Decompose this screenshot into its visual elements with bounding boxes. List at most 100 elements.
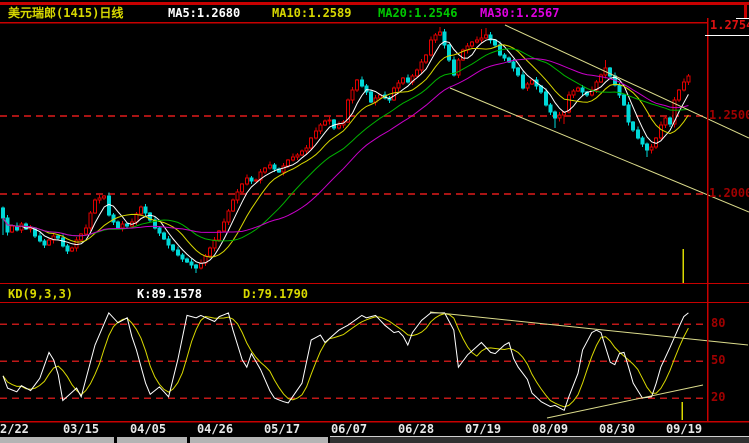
candle-up <box>254 179 258 182</box>
candle-up <box>88 212 93 229</box>
candle-up <box>599 74 603 83</box>
candle-up <box>226 210 231 223</box>
candle-up <box>327 119 332 122</box>
candle-up <box>470 41 475 47</box>
candle-up <box>428 39 433 56</box>
candle-up <box>576 87 580 92</box>
candle-down <box>125 223 130 227</box>
candle-down <box>553 111 557 119</box>
candle-up <box>355 79 360 91</box>
candle-up <box>323 120 327 126</box>
candle-down <box>635 129 640 139</box>
candle-up <box>281 165 286 173</box>
candle-down <box>608 67 613 77</box>
candle-up <box>70 247 74 252</box>
candle-down <box>157 227 162 234</box>
candle-down <box>369 91 373 103</box>
candle-up <box>290 156 295 161</box>
candle-up <box>231 199 235 212</box>
candle-down <box>520 74 525 89</box>
candle-up <box>235 191 240 201</box>
candle-down <box>249 177 254 182</box>
candle-down <box>1 207 5 219</box>
candle-down <box>180 254 185 260</box>
candle-up <box>244 177 249 185</box>
date-label: 08/30 <box>598 422 636 436</box>
candle-down <box>622 94 626 106</box>
kd-k-value-label: K:89.1578 <box>137 287 203 301</box>
candle-down <box>116 221 120 229</box>
candle-up <box>134 213 139 223</box>
ma30-label: MA30:1.2567 <box>480 6 560 20</box>
ma10-line <box>2 44 689 258</box>
candle-down <box>488 34 493 41</box>
ma5-label: MA5:1.2680 <box>168 6 241 20</box>
kd-trendline-resistance <box>429 311 749 346</box>
ma20-line <box>2 48 689 242</box>
candle-down <box>166 238 171 246</box>
date-label: 03/15 <box>62 422 100 436</box>
candle-up <box>649 146 654 151</box>
candle-down <box>189 261 194 266</box>
candle-up <box>350 89 355 101</box>
candle-up <box>286 159 291 167</box>
date-label: 06/07 <box>330 422 368 436</box>
candle-up <box>313 130 318 139</box>
scrollbar-track[interactable] <box>330 437 749 443</box>
scrollbar-thumb-segment[interactable] <box>190 437 328 443</box>
ma20-label: MA20:1.2546 <box>378 6 458 20</box>
date-label: 2/22 <box>0 422 29 436</box>
kd-level-label-20: 20 <box>711 390 726 404</box>
candle-down <box>580 87 585 93</box>
candle-up <box>438 31 442 36</box>
candle-up <box>221 221 226 232</box>
candle-up <box>474 39 479 43</box>
candle-up <box>663 117 668 126</box>
candle-up <box>240 183 245 193</box>
scrollbar-thumb-segment[interactable] <box>0 437 114 443</box>
date-label: 05/17 <box>263 422 301 436</box>
candle-up <box>208 247 212 257</box>
candle-down <box>185 258 189 263</box>
candle-up <box>396 82 401 89</box>
candle-up <box>336 124 341 129</box>
candle-up <box>295 154 300 158</box>
candle-down <box>42 240 47 246</box>
channel-trendline-lower <box>449 87 749 213</box>
candle-up <box>83 227 88 235</box>
candle-down <box>502 54 507 59</box>
candle-down <box>631 121 636 131</box>
candle-down <box>332 119 337 129</box>
candle-up <box>479 37 484 41</box>
candle-up <box>484 34 488 39</box>
candle-up <box>686 75 691 83</box>
candle-down <box>175 249 180 256</box>
candle-up <box>346 99 350 123</box>
candle-up <box>424 54 429 63</box>
candle-up <box>461 49 465 61</box>
candle-down <box>442 31 447 46</box>
candle-down <box>626 104 631 123</box>
kd-d-value-label: D:79.1790 <box>243 287 309 301</box>
date-label: 09/19 <box>665 422 703 436</box>
candle-up <box>304 147 309 152</box>
candle-down <box>171 244 176 251</box>
candle-up <box>681 81 686 91</box>
candle-up <box>566 94 571 113</box>
candle-up <box>401 77 406 84</box>
candle-down <box>516 67 521 76</box>
candle-up <box>557 114 562 119</box>
date-label: 04/05 <box>129 422 167 436</box>
candle-up <box>594 81 599 91</box>
candle-down <box>359 79 364 87</box>
kd-k-line <box>2 312 689 412</box>
candle-up <box>658 124 663 139</box>
candles-layer <box>1 27 691 273</box>
scrollbar-thumb-segment[interactable] <box>117 437 187 443</box>
candle-down <box>37 235 42 242</box>
candle-up <box>318 124 323 132</box>
price-level-label-12500: 1.2500 <box>709 108 749 122</box>
candle-up <box>79 233 84 241</box>
candle-up <box>433 34 438 41</box>
